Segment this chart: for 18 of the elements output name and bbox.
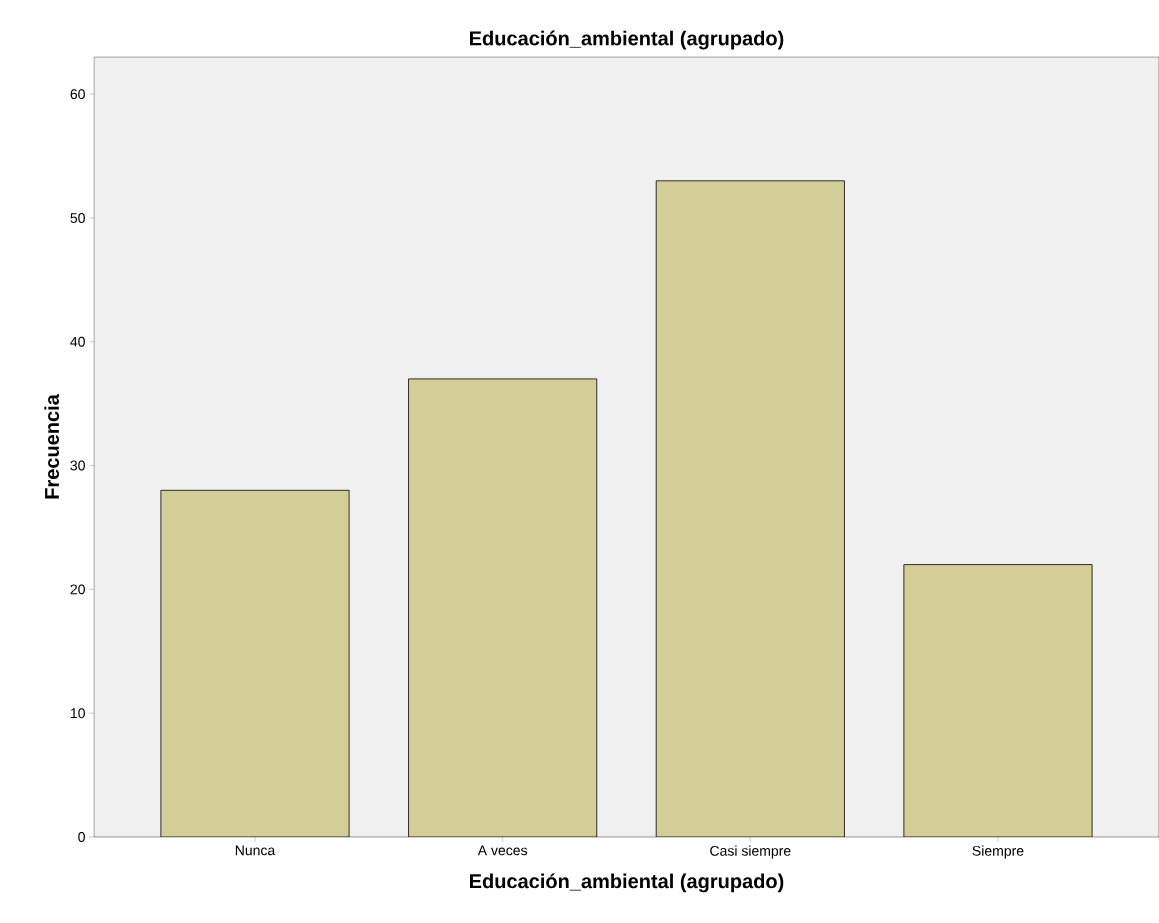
bar	[160, 489, 350, 837]
y-tick-label: 60	[70, 89, 85, 100]
y-tick-label: 10	[70, 708, 85, 719]
x-tick-label: A veces	[477, 845, 528, 856]
y-tick-label: 30	[70, 460, 85, 471]
y-tick-label: 40	[70, 336, 85, 347]
bar	[655, 180, 845, 837]
y-tick-label: 50	[70, 212, 85, 223]
x-axis-title: Educación_ambiental (agrupado)	[470, 873, 784, 893]
x-tick-label: Nunca	[235, 845, 276, 856]
chart-title: Educación_ambiental (agrupado)	[470, 30, 784, 50]
x-tick-label: Siempre	[972, 845, 1024, 859]
bar	[903, 564, 1093, 837]
x-tick-label: Casi siempre	[710, 845, 791, 859]
y-tick-label: 20	[70, 584, 85, 595]
bar	[408, 378, 597, 837]
y-axis-title: Frecuencia	[44, 394, 60, 499]
y-tick-label: 0	[78, 832, 85, 842]
